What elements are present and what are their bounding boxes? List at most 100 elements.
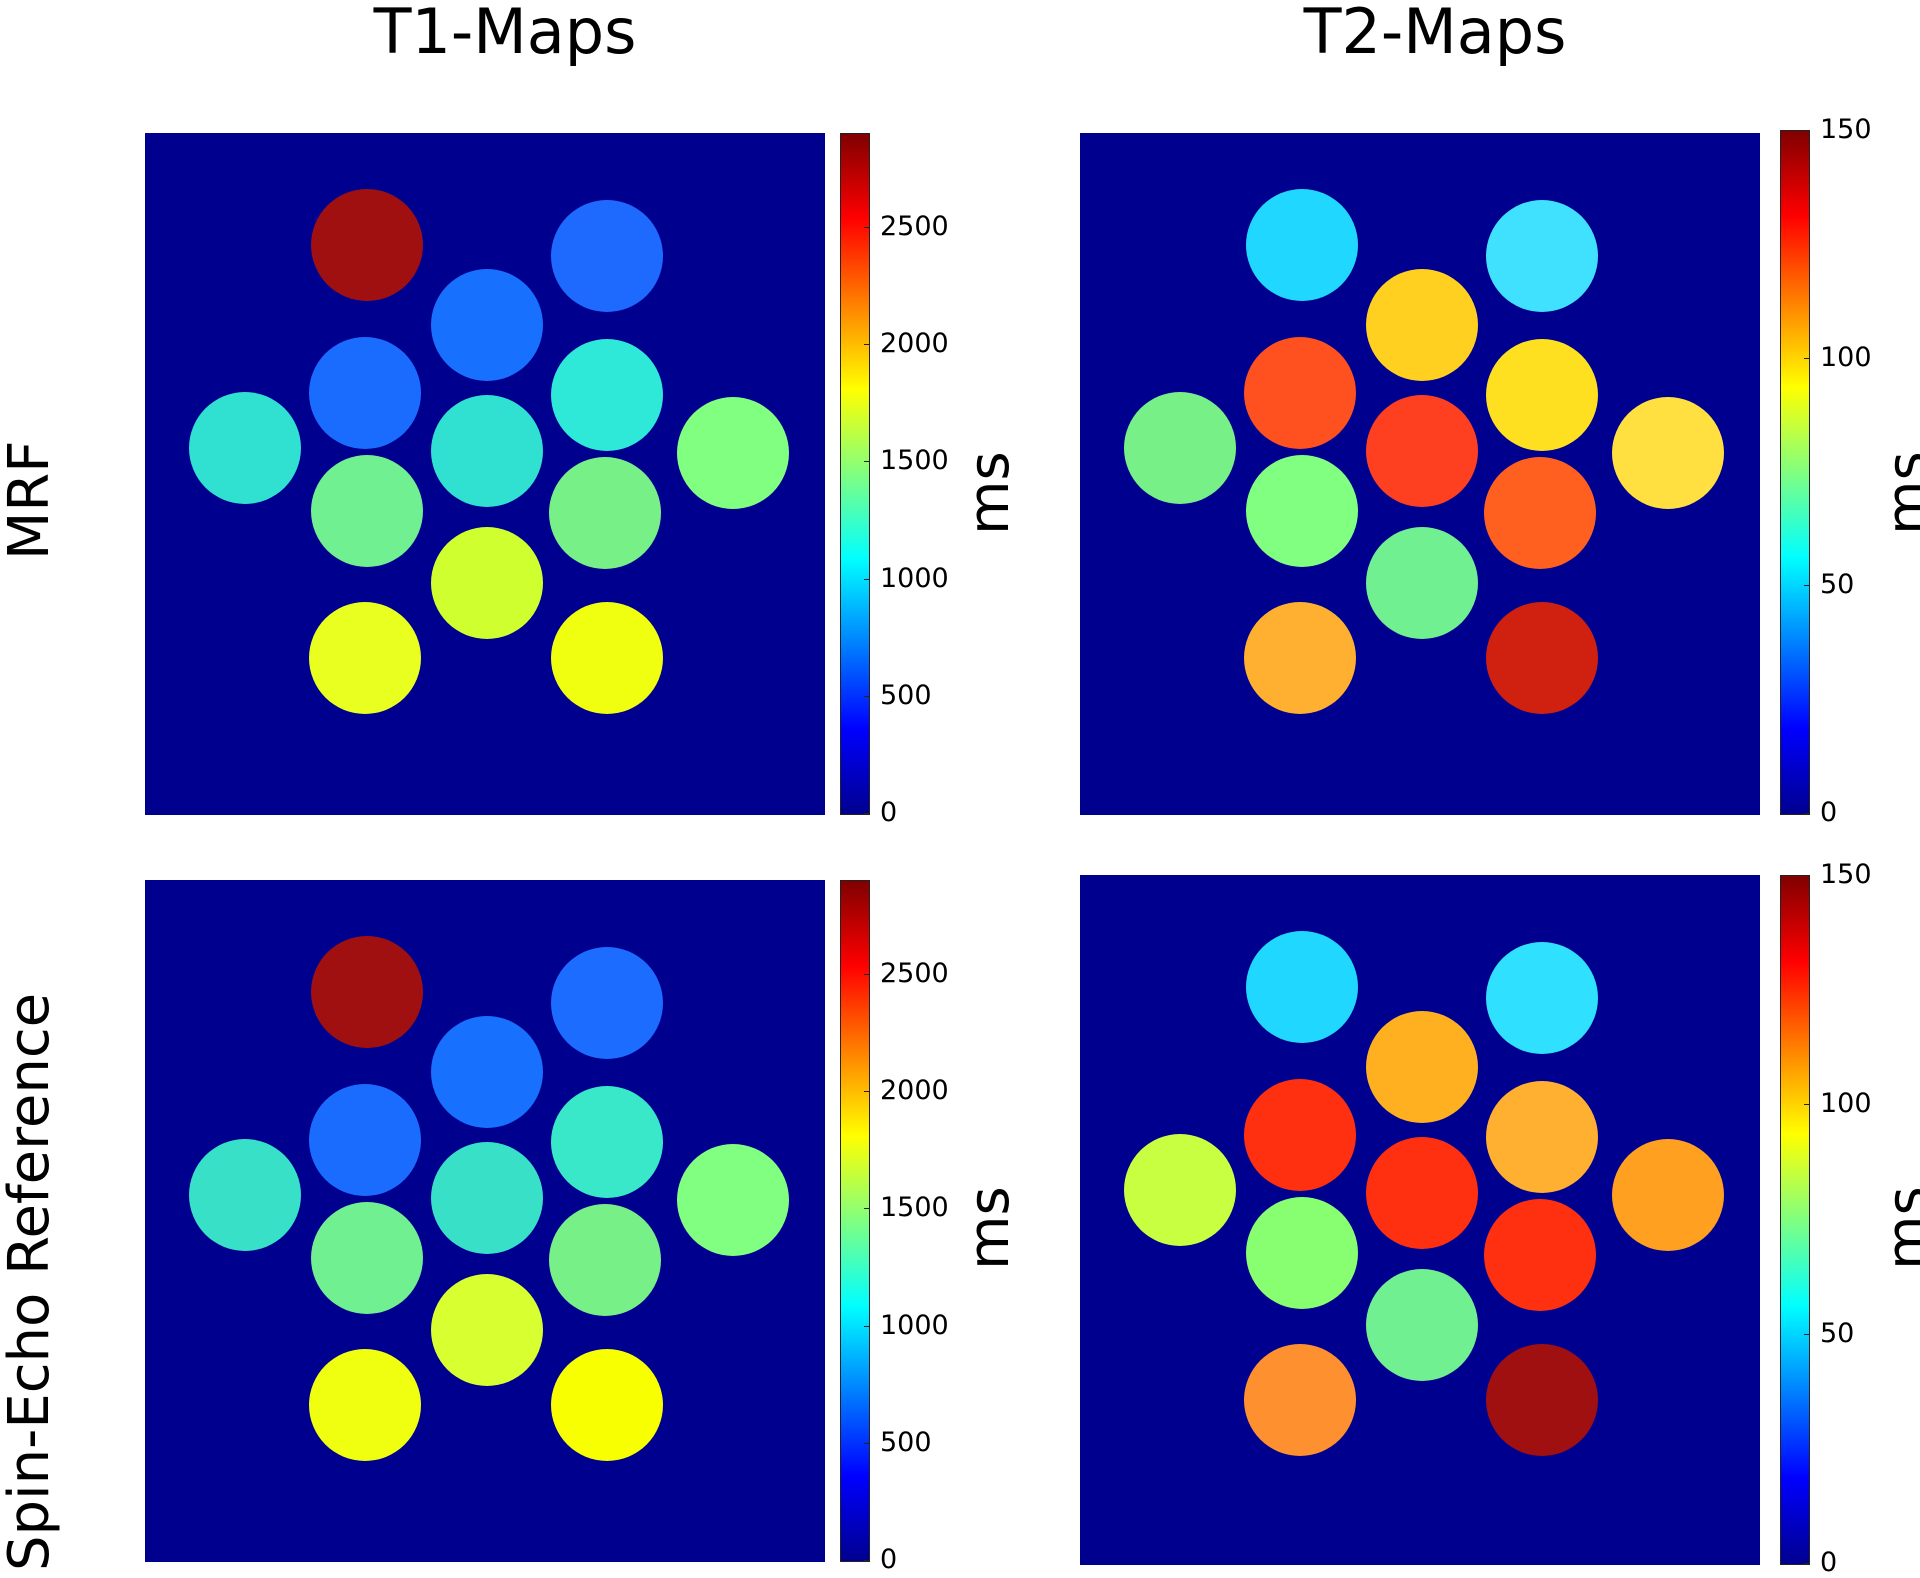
colorbar-tickmark bbox=[864, 695, 869, 697]
phantom-vial bbox=[1484, 457, 1596, 569]
phantom-vial bbox=[1366, 1137, 1478, 1249]
t1-column-title: T1-Maps bbox=[373, 0, 637, 68]
phantom-vial bbox=[1244, 1344, 1356, 1456]
phantom-vial bbox=[551, 1086, 663, 1198]
phantom-vial bbox=[309, 1084, 421, 1196]
phantom-vial bbox=[1484, 1199, 1596, 1311]
colorbar-tickmark bbox=[1804, 585, 1809, 587]
colorbar-tick-label: 2500 bbox=[880, 210, 949, 242]
colorbar-tick-label: 100 bbox=[1820, 341, 1872, 373]
phantom-vial bbox=[1246, 931, 1358, 1043]
colorbar-tick-label: 0 bbox=[1820, 797, 1838, 828]
phantom-vial bbox=[431, 269, 543, 381]
t1-mrf-unit-label: ms bbox=[957, 451, 1022, 535]
phantom-vial bbox=[1486, 602, 1598, 714]
phantom-vial bbox=[1244, 337, 1356, 449]
phantom-vial bbox=[1246, 189, 1358, 301]
colorbar-tick-label: 1500 bbox=[880, 445, 949, 477]
colorbar-tickmark bbox=[864, 578, 869, 580]
phantom-vial bbox=[1366, 395, 1478, 507]
colorbar-tickmark bbox=[864, 1091, 869, 1093]
phantom-vial bbox=[189, 1139, 301, 1251]
colorbar-tickmark bbox=[1804, 1563, 1809, 1564]
phantom-vial bbox=[431, 1274, 543, 1386]
phantom-vial bbox=[311, 189, 423, 301]
phantom-vial bbox=[1366, 1269, 1478, 1381]
t1-reference-colorbar bbox=[840, 880, 870, 1562]
colorbar-tickmark bbox=[864, 1325, 869, 1327]
phantom-vial bbox=[1612, 397, 1724, 509]
colorbar-tick-label: 2000 bbox=[880, 1075, 949, 1107]
colorbar-tickmark bbox=[864, 1560, 869, 1561]
phantom-vial bbox=[1246, 455, 1358, 567]
colorbar-tickmark bbox=[864, 973, 869, 975]
t1-mrf-map bbox=[145, 133, 825, 815]
phantom-vial bbox=[309, 602, 421, 714]
phantom-vial bbox=[1366, 527, 1478, 639]
t2-reference-map bbox=[1080, 875, 1760, 1565]
phantom-vial bbox=[431, 527, 543, 639]
phantom-vial bbox=[677, 1144, 789, 1256]
reference-row-title: Spin-Echo Reference bbox=[0, 992, 62, 1571]
t2-mrf-unit-label: ms bbox=[1875, 451, 1920, 535]
colorbar-tickmark bbox=[864, 813, 869, 814]
colorbar-tick-label: 50 bbox=[1820, 1317, 1855, 1349]
t2-mrf-map bbox=[1080, 133, 1760, 815]
phantom-vial bbox=[549, 457, 661, 569]
colorbar-tick-label: 0 bbox=[880, 1544, 898, 1575]
colorbar-tick-label: 50 bbox=[1820, 569, 1855, 601]
t2-mrf-colorbar bbox=[1780, 130, 1810, 815]
colorbar-tickmark bbox=[1804, 130, 1809, 131]
colorbar-tickmark bbox=[1804, 357, 1809, 359]
colorbar-tick-label: 1000 bbox=[880, 562, 949, 594]
t1-mrf-colorbar bbox=[840, 133, 870, 815]
phantom-vial bbox=[551, 602, 663, 714]
phantom-vial bbox=[549, 1204, 661, 1316]
t2-reference-colorbar bbox=[1780, 875, 1810, 1565]
colorbar-tickmark bbox=[864, 1208, 869, 1210]
colorbar-tickmark bbox=[864, 226, 869, 228]
colorbar-tickmark bbox=[1804, 813, 1809, 814]
phantom-vial bbox=[551, 200, 663, 312]
phantom-vial bbox=[431, 395, 543, 507]
phantom-vial bbox=[311, 1202, 423, 1314]
phantom-vial bbox=[1366, 269, 1478, 381]
t2-reference-unit-label: ms bbox=[1875, 1186, 1920, 1270]
colorbar-tickmark bbox=[1804, 875, 1809, 876]
colorbar-tick-label: 500 bbox=[880, 1426, 932, 1458]
phantom-vial bbox=[1486, 942, 1598, 1054]
colorbar-tick-label: 100 bbox=[1820, 1088, 1872, 1120]
phantom-vial bbox=[311, 936, 423, 1048]
mrf-row-title: MRF bbox=[0, 440, 62, 560]
phantom-vial bbox=[1612, 1139, 1724, 1251]
colorbar-tick-label: 1500 bbox=[880, 1192, 949, 1224]
phantom-vial bbox=[551, 1349, 663, 1461]
t2-column-title: T2-Maps bbox=[1303, 0, 1567, 68]
colorbar-tick-label: 0 bbox=[880, 797, 898, 828]
phantom-vial bbox=[1244, 1079, 1356, 1191]
colorbar-tickmark bbox=[864, 1442, 869, 1444]
phantom-vial bbox=[1244, 602, 1356, 714]
phantom-vial bbox=[1486, 339, 1598, 451]
phantom-vial bbox=[1486, 200, 1598, 312]
colorbar-tick-label: 150 bbox=[1820, 114, 1872, 145]
colorbar-tick-label: 1000 bbox=[880, 1309, 949, 1341]
phantom-vial bbox=[1486, 1081, 1598, 1193]
colorbar-tick-label: 2000 bbox=[880, 328, 949, 360]
colorbar-tickmark bbox=[1804, 1104, 1809, 1106]
t1-reference-unit-label: ms bbox=[957, 1186, 1022, 1270]
phantom-vial bbox=[309, 337, 421, 449]
phantom-vial bbox=[431, 1016, 543, 1128]
phantom-vial bbox=[189, 392, 301, 504]
phantom-vial bbox=[1124, 1134, 1236, 1246]
phantom-vial bbox=[431, 1142, 543, 1254]
t1-reference-map bbox=[145, 880, 825, 1562]
phantom-vial bbox=[1366, 1011, 1478, 1123]
phantom-vial bbox=[1246, 1197, 1358, 1309]
colorbar-tickmark bbox=[1804, 1333, 1809, 1335]
colorbar-tick-label: 2500 bbox=[880, 957, 949, 989]
colorbar-tickmark bbox=[864, 461, 869, 463]
phantom-vial bbox=[551, 339, 663, 451]
phantom-vial bbox=[1124, 392, 1236, 504]
phantom-vial bbox=[1486, 1344, 1598, 1456]
